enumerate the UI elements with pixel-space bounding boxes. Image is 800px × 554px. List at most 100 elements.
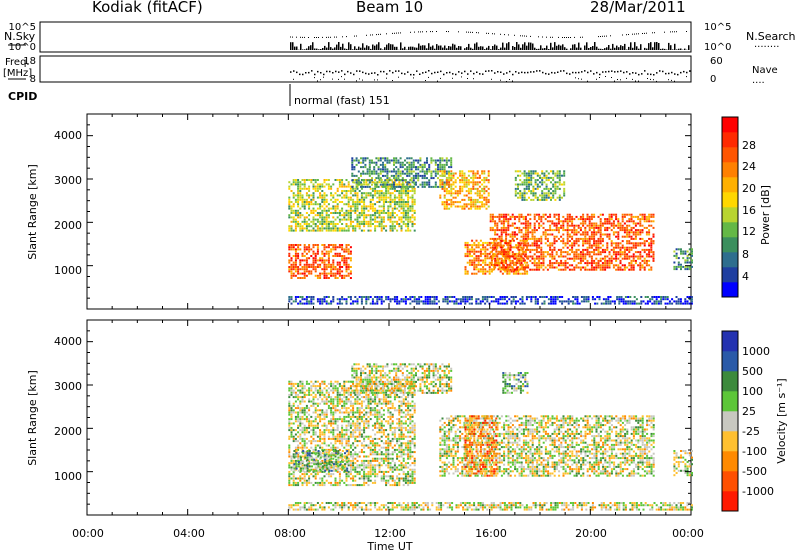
heat-cell — [371, 207, 374, 210]
heat-cell — [517, 170, 519, 173]
nave-point — [467, 78, 468, 79]
heat-cell — [478, 181, 481, 184]
heat-cell — [538, 215, 541, 218]
heat-cell — [545, 179, 548, 182]
heat-cell — [319, 194, 322, 197]
heat-cell — [445, 183, 448, 186]
heat-cell — [500, 231, 503, 234]
freq-point — [488, 70, 490, 72]
heat-cell — [502, 255, 505, 258]
heat-cell — [477, 298, 480, 301]
heat-cell — [532, 170, 535, 173]
heat-cell — [475, 259, 478, 262]
heat-cell — [358, 223, 361, 225]
heat-cell — [301, 429, 304, 432]
heat-cell — [525, 198, 528, 201]
heat-cell — [303, 442, 306, 445]
heat-cell — [352, 203, 355, 206]
heat-cell — [478, 194, 481, 197]
heat-cell — [299, 400, 302, 403]
heat-cell — [588, 222, 591, 225]
heat-cell — [404, 218, 407, 221]
heat-cell — [294, 194, 297, 197]
heat-cell — [443, 196, 446, 199]
heat-cell — [551, 253, 554, 256]
heat-cell — [639, 266, 642, 269]
heat-cell — [347, 190, 350, 192]
heat-cell — [443, 168, 446, 171]
heat-cell — [550, 170, 552, 173]
heat-cell — [396, 201, 399, 203]
heat-cell — [382, 192, 385, 195]
nave-point — [491, 78, 492, 80]
heat-cell — [297, 187, 300, 190]
heat-cell — [299, 420, 302, 423]
heat-cell — [510, 246, 513, 249]
freq-point — [560, 70, 562, 72]
heat-cell — [610, 229, 613, 232]
heat-cell — [297, 426, 300, 429]
heat-cell — [371, 205, 374, 208]
heat-cell — [413, 298, 416, 301]
heat-cell — [538, 222, 541, 225]
heat-cell — [417, 161, 420, 164]
heat-cell — [621, 253, 624, 256]
heat-cell — [321, 257, 324, 260]
heat-cell — [424, 300, 427, 303]
heat-cell — [511, 268, 514, 271]
heat-cell — [409, 183, 412, 186]
heat-cell — [606, 244, 609, 247]
heat-cell — [396, 190, 399, 192]
heat-cell — [634, 262, 637, 265]
heat-cell — [595, 226, 598, 229]
nsky-bar — [318, 49, 320, 50]
heat-cell — [466, 255, 469, 258]
heat-cell — [505, 240, 508, 243]
heat-cell — [323, 246, 326, 249]
heat-cell — [290, 459, 293, 462]
colorbar-swatch — [722, 237, 738, 253]
heat-cell — [602, 298, 605, 301]
heat-cell — [336, 227, 339, 230]
heat-cell — [312, 470, 315, 473]
heat-cell — [288, 387, 291, 390]
freq-trace — [290, 70, 691, 82]
nsky-bar — [374, 45, 376, 50]
heat-cell — [312, 218, 315, 221]
heat-cell — [301, 259, 304, 262]
heat-cell — [434, 163, 437, 166]
heat-cell — [454, 190, 457, 193]
beam-title: Beam 10 — [356, 0, 423, 16]
heat-cell — [409, 298, 412, 301]
heat-cell — [297, 203, 300, 206]
heat-cell — [297, 272, 300, 275]
heat-cell — [292, 268, 295, 271]
heat-cell — [314, 380, 317, 383]
heat-cell — [385, 190, 388, 192]
heat-cell — [521, 300, 524, 303]
heat-cell — [628, 231, 631, 234]
heat-cell — [593, 259, 596, 262]
heat-cell — [341, 229, 344, 232]
nave-point — [596, 78, 597, 80]
heat-cell — [569, 300, 572, 303]
heat-cell — [430, 161, 433, 164]
heat-cell — [316, 229, 319, 232]
heat-cell — [396, 296, 399, 298]
heat-cell — [652, 240, 655, 243]
heat-cell — [439, 163, 442, 166]
heat-cell — [575, 215, 578, 218]
heat-cell — [513, 268, 516, 271]
heat-cell — [404, 223, 407, 225]
heat-cell — [343, 214, 346, 217]
heat-cell — [308, 214, 311, 217]
heat-cell — [435, 302, 438, 305]
heat-cell — [347, 212, 350, 214]
heat-cell — [456, 205, 459, 208]
heat-cell — [303, 387, 306, 390]
heat-cell — [367, 220, 370, 223]
heat-cell — [555, 253, 558, 256]
heat-cell — [407, 212, 410, 214]
heat-cell — [368, 181, 371, 184]
heat-cell — [325, 277, 328, 279]
